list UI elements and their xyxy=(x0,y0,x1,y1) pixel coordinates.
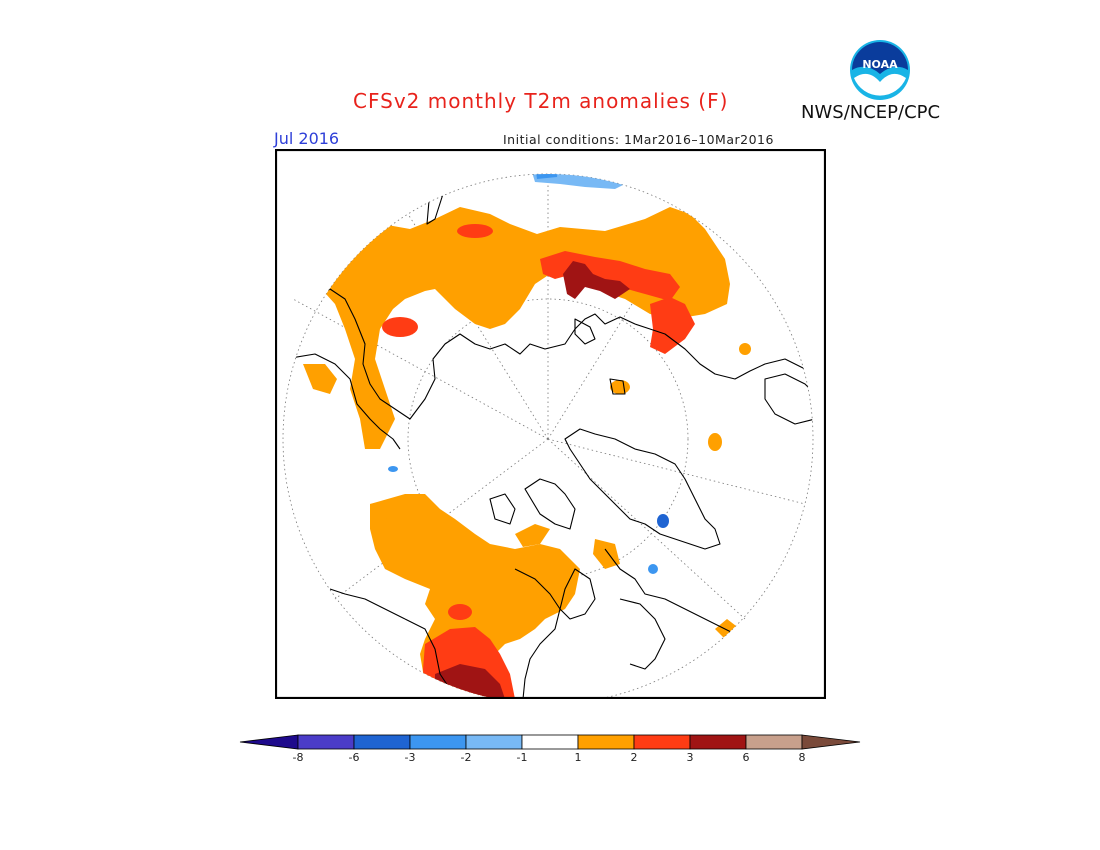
legend-swatch xyxy=(689,734,747,750)
noaa-logo-icon: NOAA xyxy=(848,38,912,102)
legend-tick-label: 6 xyxy=(743,751,750,764)
legend-tick-label: -2 xyxy=(461,751,472,764)
color-legend: -8 -6 -3 -2 -1 1 2 3 6 8 xyxy=(238,732,862,772)
anomaly-spot-greenland-east xyxy=(708,433,722,451)
anomaly-region-arctic-canada xyxy=(515,524,550,547)
anomaly-spot-canada xyxy=(448,604,472,620)
legend-tick-label: -3 xyxy=(405,751,416,764)
anomaly-region-europe xyxy=(303,364,337,394)
forecast-period: Jul 2016 xyxy=(274,129,340,148)
anomaly-region-north-america xyxy=(370,494,580,699)
anomaly-region-alaska xyxy=(370,501,393,521)
anomaly-spot-hudson xyxy=(648,564,658,574)
anomaly-region-baffin xyxy=(593,539,620,569)
anomaly-spot-central xyxy=(382,317,418,337)
anomaly-spot-alaska-cold xyxy=(388,466,398,472)
coastlines xyxy=(284,178,813,699)
anomaly-spot-scandinavia xyxy=(739,343,751,355)
legend-tick-label: -1 xyxy=(517,751,528,764)
initial-conditions-label: Initial conditions: 1Mar2016–10Mar2016 xyxy=(503,132,774,147)
legend-swatch xyxy=(297,734,355,750)
anomaly-spot-asia xyxy=(457,224,493,238)
legend-swatch xyxy=(633,734,691,750)
legend-swatch xyxy=(465,734,523,750)
map-title: CFSv2 monthly T2m anomalies (F) xyxy=(353,89,729,113)
legend-tick-label: 8 xyxy=(799,751,806,764)
legend-arrow-low xyxy=(239,734,299,750)
legend-tick-label: 3 xyxy=(687,751,694,764)
anomaly-spot-greenland-cold xyxy=(657,514,669,528)
noaa-logo-text: NOAA xyxy=(862,58,898,71)
legend-tick-label: -6 xyxy=(349,751,360,764)
anomaly-region-east-siberia xyxy=(650,297,695,354)
polar-map xyxy=(275,149,826,699)
anomaly-region-siberia-max xyxy=(563,261,630,299)
agency-label: NWS/NCEP/CPC xyxy=(801,102,941,123)
legend-swatch xyxy=(577,734,635,750)
legend-arrow-high xyxy=(801,734,861,750)
legend-swatch xyxy=(745,734,803,750)
legend-swatch xyxy=(353,734,411,750)
legend-swatch xyxy=(521,734,579,750)
legend-tick-label: 2 xyxy=(631,751,638,764)
legend-swatch xyxy=(409,734,467,750)
legend-tick-label: -8 xyxy=(293,751,304,764)
legend-tick-label: 1 xyxy=(575,751,582,764)
